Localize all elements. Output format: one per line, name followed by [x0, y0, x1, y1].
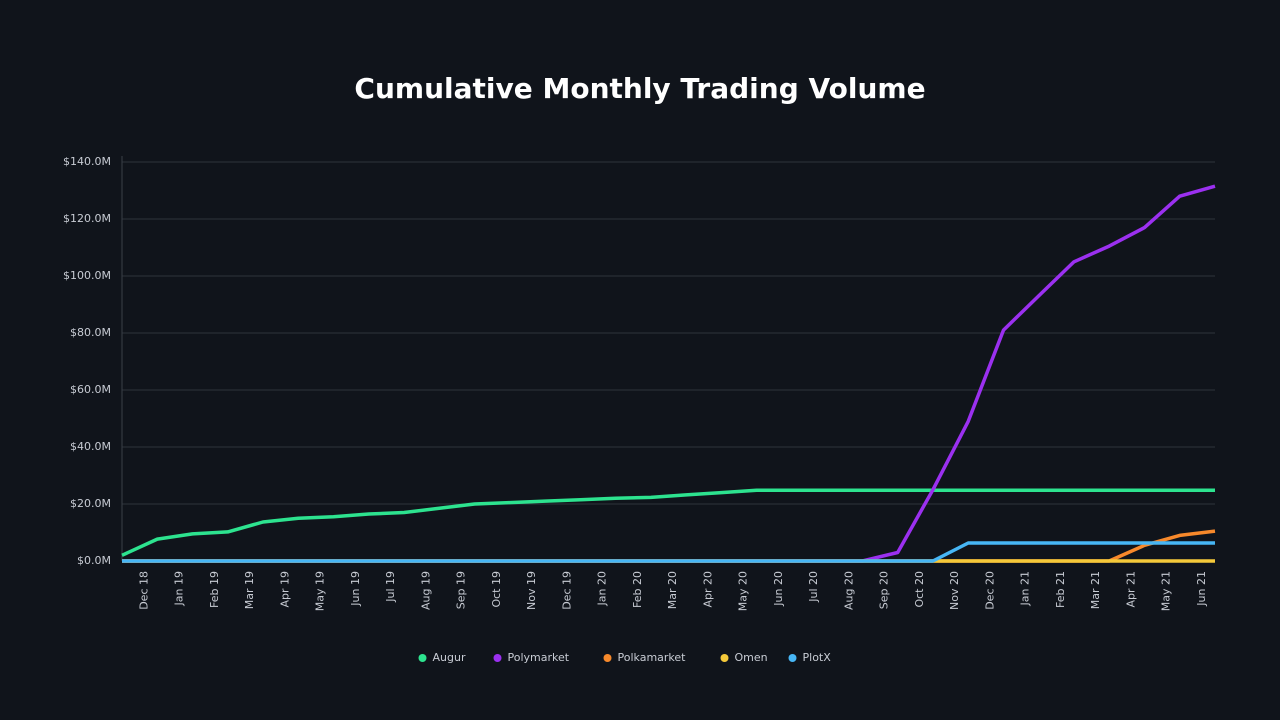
- x-tick-label: Sep 20: [878, 571, 891, 609]
- x-tick-label: Feb 19: [208, 571, 221, 608]
- legend-marker: [418, 654, 427, 662]
- legend-marker: [603, 654, 612, 662]
- x-tick-label: Jun 19: [349, 571, 362, 607]
- y-tick-label: $20.0M: [70, 497, 111, 510]
- x-tick-label: Apr 19: [278, 571, 291, 608]
- x-tick-label: Mar 19: [243, 571, 256, 609]
- legend-label: Polymarket: [508, 651, 570, 664]
- legend-marker: [720, 654, 729, 662]
- x-tick-label: Jun 20: [772, 571, 785, 607]
- y-tick-label: $60.0M: [70, 383, 111, 396]
- y-tick-label: $0.0M: [77, 554, 111, 567]
- y-tick-label: $40.0M: [70, 440, 111, 453]
- y-tick-label: $100.0M: [63, 269, 111, 282]
- chart-title: Cumulative Monthly Trading Volume: [354, 72, 925, 105]
- x-tick-label: May 21: [1160, 571, 1173, 611]
- x-tick-label: Nov 20: [948, 571, 961, 610]
- x-tick-label: Jul 20: [807, 571, 820, 603]
- x-tick-label: Nov 19: [525, 571, 538, 610]
- x-tick-label: Jan 19: [173, 571, 186, 606]
- x-tick-label: May 20: [737, 571, 750, 611]
- x-tick-label: Oct 19: [490, 571, 503, 608]
- x-tick-label: Apr 21: [1124, 571, 1137, 608]
- y-tick-label: $80.0M: [70, 326, 111, 339]
- legend-label: Polkamarket: [618, 651, 687, 664]
- x-tick-label: Jun 21: [1195, 571, 1208, 607]
- legend-marker: [788, 654, 797, 662]
- x-tick-label: Oct 20: [913, 571, 926, 608]
- x-tick-label: Dec 18: [137, 571, 150, 610]
- x-tick-label: Feb 21: [1054, 571, 1067, 608]
- x-tick-label: Jan 20: [596, 571, 609, 606]
- x-tick-label: May 19: [314, 571, 327, 611]
- x-tick-label: Aug 19: [419, 571, 432, 610]
- y-tick-label: $140.0M: [63, 155, 111, 168]
- x-tick-label: Jul 19: [384, 571, 397, 603]
- x-tick-label: Aug 20: [842, 571, 855, 610]
- x-tick-label: Mar 21: [1089, 571, 1102, 609]
- x-tick-label: Dec 20: [983, 571, 996, 610]
- x-tick-label: Apr 20: [701, 571, 714, 608]
- x-tick-label: Sep 19: [455, 571, 468, 609]
- x-tick-label: Dec 19: [560, 571, 573, 610]
- legend-label: Omen: [735, 651, 768, 664]
- legend-label: PlotX: [803, 651, 832, 664]
- x-tick-label: Jan 21: [1019, 571, 1032, 606]
- x-tick-label: Mar 20: [666, 571, 679, 609]
- legend-label: Augur: [433, 651, 466, 664]
- series-line: [121, 488, 1215, 557]
- x-tick-label: Feb 20: [631, 571, 644, 608]
- series-line: [122, 541, 1215, 563]
- y-tick-label: $120.0M: [63, 212, 111, 225]
- legend-marker: [493, 654, 502, 662]
